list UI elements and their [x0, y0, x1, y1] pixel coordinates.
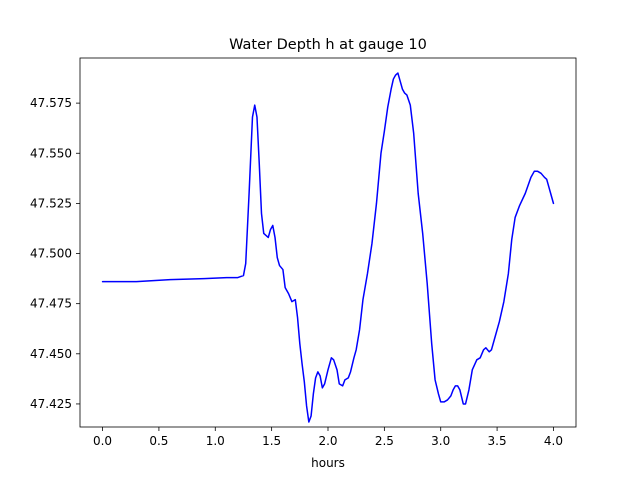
- y-tick-label: 47.575: [30, 96, 72, 110]
- x-tick-label: 2.0: [318, 434, 337, 448]
- y-tick-label: 47.525: [30, 196, 72, 210]
- x-tick-label: 2.5: [375, 434, 394, 448]
- x-tick-label: 3.0: [431, 434, 450, 448]
- x-tick-label: 0.0: [93, 434, 112, 448]
- series-line-0: [101, 72, 555, 423]
- x-tick-label: 1.5: [262, 434, 281, 448]
- x-axis-label: hours: [311, 456, 345, 470]
- y-tick-label: 47.550: [30, 146, 72, 160]
- y-tick-label: 47.500: [30, 247, 72, 261]
- chart-title: Water Depth h at gauge 10: [229, 37, 427, 53]
- x-tick-label: 3.5: [488, 434, 507, 448]
- y-tick-label: 47.475: [30, 297, 72, 311]
- y-tick-label: 47.450: [30, 347, 72, 361]
- y-tick-label: 47.425: [30, 397, 72, 411]
- x-tick-label: 0.5: [149, 434, 168, 448]
- x-tick-label: 4.0: [544, 434, 563, 448]
- x-tick-label: 1.0: [206, 434, 225, 448]
